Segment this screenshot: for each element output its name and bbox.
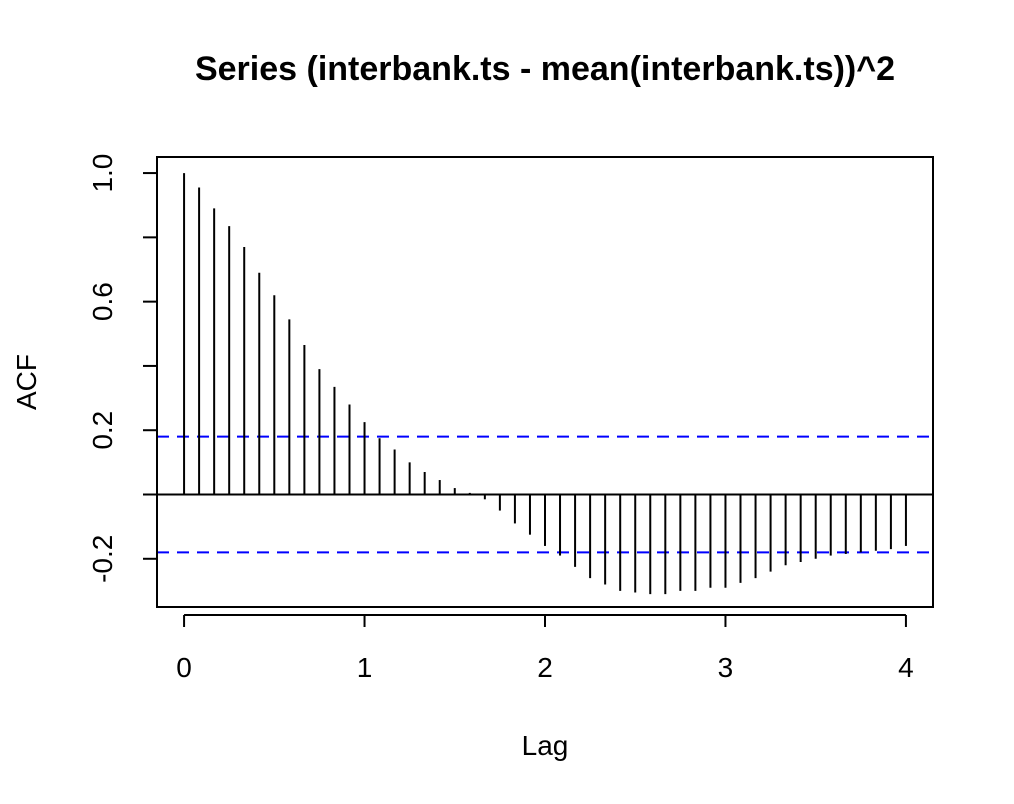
x-tick-label: 1 [357,652,373,683]
y-axis-label: ACF [11,354,42,410]
y-tick-label: 1.0 [87,154,118,193]
y-tick-label: 0.2 [87,411,118,450]
chart-title: Series (interbank.ts - mean(interbank.ts… [195,50,895,88]
x-tick-label: 3 [718,652,734,683]
plot-area [157,173,933,595]
y-tick-label: -0.2 [87,535,118,583]
y-tick-label: 0.6 [87,282,118,321]
x-tick-label: 0 [176,652,192,683]
y-axis: -0.2 0.2 0.6 1.0 [87,154,158,583]
x-tick-label: 2 [537,652,553,683]
x-tick-label: 4 [898,652,914,683]
x-axis-label: Lag [522,730,569,761]
x-axis: 0 1 2 3 4 [176,614,914,683]
